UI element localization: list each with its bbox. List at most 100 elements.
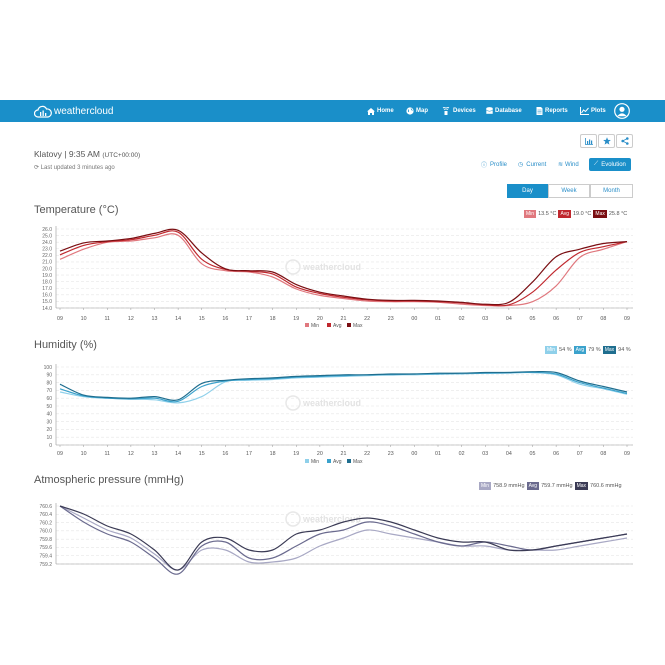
y-tick-label: 0: [49, 443, 52, 449]
pres-max-value: 760.6 mmHg: [590, 483, 622, 489]
y-tick-label: 90: [46, 373, 52, 379]
watermark-text: weathercloud: [302, 514, 361, 524]
station-name: Klatovy: [34, 149, 62, 159]
last-updated-text: Last updated 3 minutes ago: [40, 165, 115, 171]
tab-label: Wind: [565, 161, 579, 168]
x-tick-label: 20: [317, 316, 323, 322]
y-tick-label: 20.0: [42, 266, 52, 272]
station-time: 9:35 AM: [68, 149, 100, 159]
info-icon: ⓘ: [481, 163, 488, 169]
x-tick-label: 17: [246, 451, 252, 457]
x-tick-label: 07: [577, 451, 583, 457]
tab-current[interactable]: ◷ Current: [518, 158, 546, 171]
temperature-title: Temperature (°C): [34, 204, 119, 216]
nav-devices[interactable]: Devices: [441, 100, 476, 122]
legend-label: Avg: [333, 323, 342, 329]
nav-reports[interactable]: Reports: [536, 100, 568, 122]
clock-icon: ◷: [518, 162, 524, 168]
humidity-stats: Min 54 % Avg 79 % Max 94 %: [545, 346, 631, 354]
x-tick-label: 21: [341, 316, 347, 322]
tab-wind[interactable]: ≋ Wind: [558, 158, 579, 171]
x-tick-label: 18: [270, 316, 276, 322]
period-week-button[interactable]: Week: [548, 184, 590, 198]
y-tick-label: 80: [46, 380, 52, 386]
nav-label: Home: [377, 108, 394, 114]
y-tick-label: 19.0: [42, 273, 52, 279]
y-tick-label: 21.0: [42, 260, 52, 266]
x-tick-label: 22: [364, 451, 370, 457]
legend-label: Max: [353, 459, 363, 465]
y-tick-label: 20: [46, 427, 52, 433]
y-tick-label: 10: [46, 435, 52, 441]
series-line-max: [59, 370, 628, 401]
nav-plots[interactable]: Plots: [580, 100, 606, 122]
x-tick-label: 08: [600, 316, 606, 322]
y-tick-label: 18.0: [42, 279, 52, 285]
share-button[interactable]: [616, 134, 633, 148]
nav-label: Plots: [591, 108, 606, 114]
tab-evolution[interactable]: ⟋ Evolution: [589, 158, 631, 171]
nav-label: Map: [416, 108, 428, 114]
y-tick-label: 50: [46, 404, 52, 410]
tab-label: Evolution: [601, 161, 626, 168]
series-line-avg: [59, 230, 628, 307]
devices-icon: [442, 107, 450, 115]
hum-avg-value: 79 %: [588, 347, 601, 353]
series-line-max: [59, 228, 628, 306]
y-tick-label: 60: [46, 396, 52, 402]
nav-map[interactable]: Map: [406, 100, 428, 122]
watermark-icon: [285, 259, 301, 275]
hum-max-value: 94 %: [618, 347, 631, 353]
cloud-logo-icon: [34, 105, 52, 118]
pres-avg-value: 759.7 mmHg: [541, 483, 573, 489]
line-chart-icon: ⟋: [594, 161, 599, 167]
wind-icon: ≋: [558, 162, 564, 168]
x-tick-label: 16: [222, 316, 228, 322]
y-tick-label: 760.4: [39, 512, 52, 518]
brand-name: weathercloud: [54, 105, 114, 117]
last-updated: ⟳ Last updated 3 minutes ago: [34, 164, 115, 171]
watermark-icon: [285, 395, 301, 411]
legend-label: Max: [353, 323, 363, 329]
period-day-button[interactable]: Day: [507, 184, 548, 198]
max-tag: Max: [574, 482, 589, 490]
favorite-button[interactable]: [598, 134, 615, 148]
y-tick-label: 40: [46, 412, 52, 418]
user-avatar-icon[interactable]: [614, 103, 630, 119]
watermark-text: weathercloud: [302, 262, 361, 272]
watermark-text: weathercloud: [302, 398, 361, 408]
x-tick-label: 19: [293, 451, 299, 457]
bar-chart-icon: [584, 137, 593, 145]
y-tick-label: 760.6: [39, 504, 52, 510]
chart-view-button[interactable]: [580, 134, 597, 148]
pressure-stats: Min 758.9 mmHg Avg 759.7 mmHg Max 760.6 mmH…: [479, 482, 622, 490]
x-tick-label: 01: [435, 451, 441, 457]
y-tick-label: 17.0: [42, 286, 52, 292]
report-icon: [536, 107, 543, 115]
brand-logo[interactable]: weathercloud: [34, 104, 113, 118]
x-tick-label: 12: [128, 316, 134, 322]
nav-home[interactable]: Home: [367, 100, 394, 122]
x-tick-label: 10: [81, 316, 87, 322]
period-month-button[interactable]: Month: [590, 184, 633, 198]
hum-min-value: 54 %: [559, 347, 572, 353]
x-tick-label: 23: [388, 451, 394, 457]
y-tick-label: 25.0: [42, 233, 52, 239]
legend-swatch: [327, 323, 331, 327]
y-tick-label: 759.4: [39, 554, 52, 560]
x-tick-label: 08: [600, 451, 606, 457]
tab-label: Current: [526, 161, 547, 168]
temperature-stats: Min 13.5 °C Avg 19.0 °C Max 25.8 °C: [524, 210, 627, 218]
x-tick-label: 17: [246, 316, 252, 322]
y-tick-label: 23.0: [42, 247, 52, 253]
x-tick-label: 11: [105, 451, 111, 457]
y-tick-label: 15.0: [42, 299, 52, 305]
nav-label: Devices: [453, 108, 476, 114]
x-tick-label: 06: [553, 316, 559, 322]
x-tick-label: 09: [57, 316, 63, 322]
x-tick-label: 19: [293, 316, 299, 322]
tab-profile[interactable]: ⓘ Profile: [481, 158, 507, 171]
nav-database[interactable]: Database: [486, 100, 522, 122]
x-tick-label: 01: [435, 316, 441, 322]
legend-swatch: [327, 459, 331, 463]
